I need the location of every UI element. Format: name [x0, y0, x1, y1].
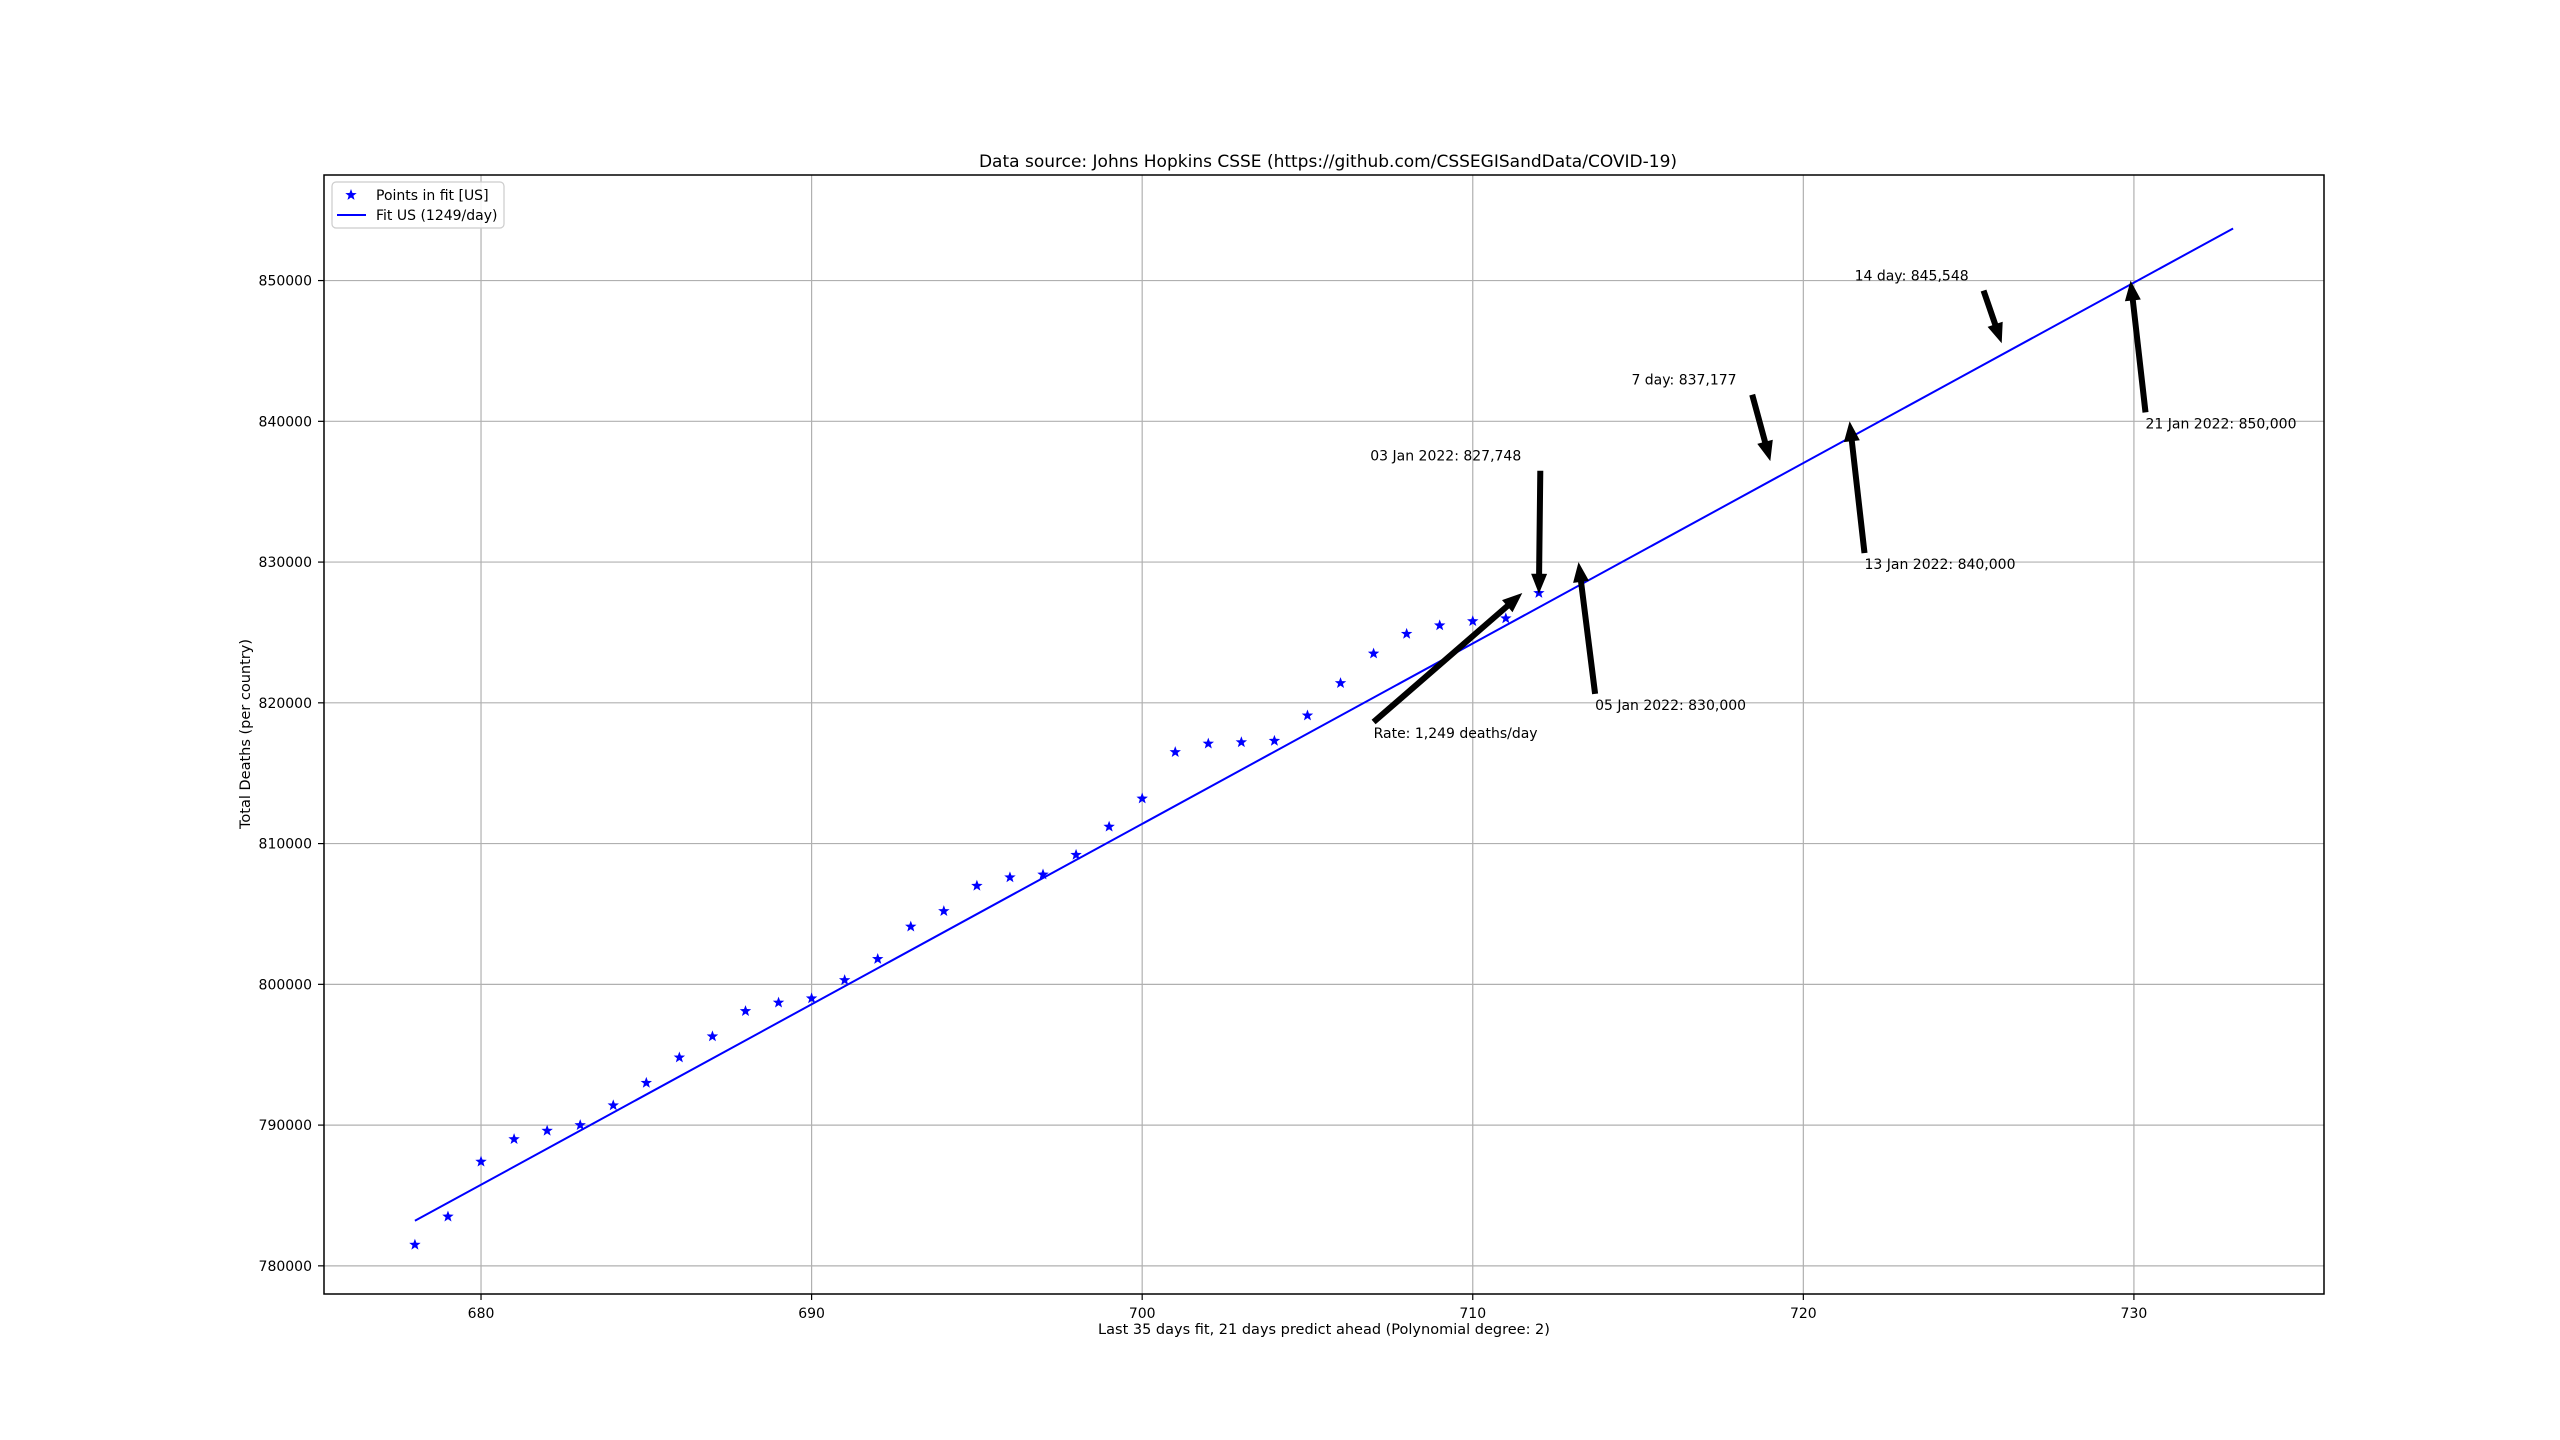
data-point — [805, 992, 818, 1004]
data-point — [838, 974, 851, 985]
data-point — [1136, 792, 1148, 804]
data-point — [706, 1030, 719, 1042]
annotation-arrow — [1371, 593, 1523, 725]
annotations-layer: 03 Jan 2022: 827,748 05 Jan 2022: 830,000… — [1370, 269, 2296, 742]
data-point — [1202, 737, 1214, 749]
data-point — [607, 1099, 619, 1111]
data-point — [1268, 734, 1281, 746]
data-point — [673, 1051, 686, 1063]
data-point — [1301, 709, 1314, 721]
annotation-arrow — [1531, 470, 1548, 594]
annotation: 7 day: 837,177 — [1631, 373, 1773, 462]
legend-marker-star — [345, 189, 357, 200]
annotation-arrow — [1980, 289, 2003, 344]
data-point — [541, 1124, 553, 1136]
data-points-layer — [409, 587, 1545, 1250]
data-point — [508, 1133, 520, 1145]
fit-line-layer — [414, 227, 2234, 1222]
annotation-arrow — [2124, 280, 2149, 413]
y-tick-label: 820000 — [259, 696, 312, 712]
y-tick-label: 850000 — [259, 274, 312, 290]
data-point — [872, 953, 884, 964]
chart-title: Data source: Johns Hopkins CSSE (https:/… — [979, 152, 1677, 172]
annotation-arrow — [1843, 421, 1868, 554]
legend-box — [331, 181, 505, 229]
data-point — [1467, 615, 1479, 627]
x-tick-label: 700 — [1129, 1306, 1156, 1322]
data-point — [1500, 612, 1512, 624]
annotation: 14 day: 845,548 — [1855, 269, 2003, 344]
data-point — [1434, 619, 1446, 631]
x-tick-label: 710 — [1459, 1306, 1486, 1322]
data-point — [1235, 736, 1248, 748]
legend-label: Points in fit [US] — [376, 188, 489, 204]
y-tick-label: 810000 — [259, 837, 312, 853]
annotation-label: 05 Jan 2022: 830,000 — [1595, 698, 1746, 714]
data-point — [938, 905, 950, 916]
data-point — [739, 1005, 752, 1016]
fit-line — [414, 227, 2234, 1222]
y-tick-label: 780000 — [259, 1259, 312, 1275]
legend: Points in fit [US] Fit US (1249/day) — [331, 181, 505, 229]
data-point — [1103, 820, 1115, 832]
y-tick-label: 830000 — [259, 555, 312, 571]
annotation-label: Rate: 1,249 deaths/day — [1374, 726, 1538, 742]
annotation: 05 Jan 2022: 830,000 — [1573, 562, 1746, 714]
annotation-label: 03 Jan 2022: 827,748 — [1370, 449, 1521, 465]
annotation-arrow — [1573, 562, 1599, 695]
data-point — [772, 996, 785, 1008]
data-point — [475, 1155, 487, 1167]
data-point — [1169, 746, 1181, 757]
y-tick-label: 840000 — [259, 414, 312, 430]
data-point — [640, 1076, 653, 1088]
annotation-label: 13 Jan 2022: 840,000 — [1864, 557, 2015, 573]
data-point — [1070, 848, 1082, 860]
axis-ticks: 680 690 700 710 720 730 780000 790000 800000 8100… — [259, 274, 2148, 1322]
data-point — [1037, 868, 1049, 880]
data-point — [1400, 627, 1413, 639]
grid — [324, 175, 2324, 1294]
annotation-label: 21 Jan 2022: 850,000 — [2145, 416, 2296, 432]
x-tick-label: 690 — [798, 1306, 825, 1322]
annotation-label: 14 day: 845,548 — [1855, 269, 1969, 285]
x-tick-label: 730 — [2121, 1306, 2148, 1322]
annotation: 03 Jan 2022: 827,748 — [1370, 449, 1548, 594]
data-point — [574, 1119, 586, 1130]
annotation: Rate: 1,249 deaths/day — [1371, 593, 1538, 742]
annotation-label: 7 day: 837,177 — [1631, 373, 1736, 389]
legend-label: Fit US (1249/day) — [376, 208, 497, 224]
x-axis-label: Last 35 days fit, 21 days predict ahead … — [1098, 1322, 1550, 1338]
data-point — [1334, 677, 1347, 688]
data-point — [409, 1238, 421, 1250]
y-tick-label: 790000 — [259, 1118, 312, 1134]
plot-frame — [323, 174, 2325, 1295]
data-point — [905, 920, 917, 932]
x-tick-label: 720 — [1790, 1306, 1817, 1322]
y-axis-label: Total Deaths (per country) — [238, 639, 254, 830]
data-point — [1004, 871, 1016, 883]
data-point — [442, 1210, 454, 1222]
annotation: 13 Jan 2022: 840,000 — [1843, 421, 2015, 573]
data-point — [1367, 647, 1380, 659]
annotation: 21 Jan 2022: 850,000 — [2124, 280, 2296, 432]
x-tick-label: 680 — [468, 1306, 495, 1322]
annotation-arrow — [1749, 393, 1773, 462]
data-point — [971, 879, 983, 891]
y-tick-label: 800000 — [259, 977, 312, 993]
